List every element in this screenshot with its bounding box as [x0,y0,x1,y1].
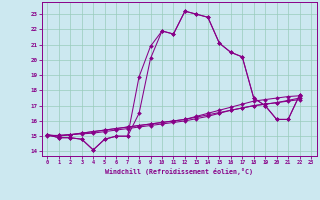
X-axis label: Windchill (Refroidissement éolien,°C): Windchill (Refroidissement éolien,°C) [105,168,253,175]
